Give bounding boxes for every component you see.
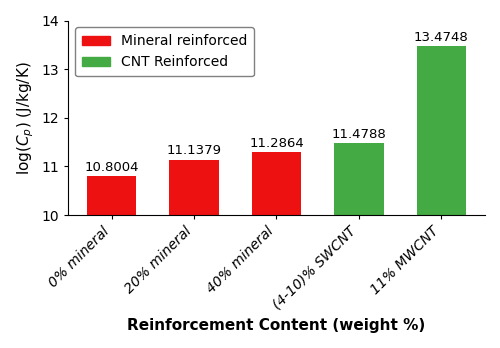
- Text: 11.2864: 11.2864: [249, 137, 304, 150]
- Bar: [334, 143, 384, 215]
- Text: 13.4748: 13.4748: [414, 31, 469, 44]
- Y-axis label: $\log(C_p)$ (J/kg/K): $\log(C_p)$ (J/kg/K): [15, 61, 36, 175]
- Bar: [87, 176, 136, 215]
- Bar: [170, 160, 219, 215]
- X-axis label: Reinforcement Content (weight %): Reinforcement Content (weight %): [128, 318, 426, 333]
- Text: 10.8004: 10.8004: [84, 161, 139, 174]
- Bar: [416, 46, 466, 215]
- Bar: [252, 152, 301, 215]
- Legend: Mineral reinforced, CNT Reinforced: Mineral reinforced, CNT Reinforced: [75, 27, 254, 76]
- Text: 11.4788: 11.4788: [332, 128, 386, 141]
- Text: 11.1379: 11.1379: [166, 144, 222, 157]
